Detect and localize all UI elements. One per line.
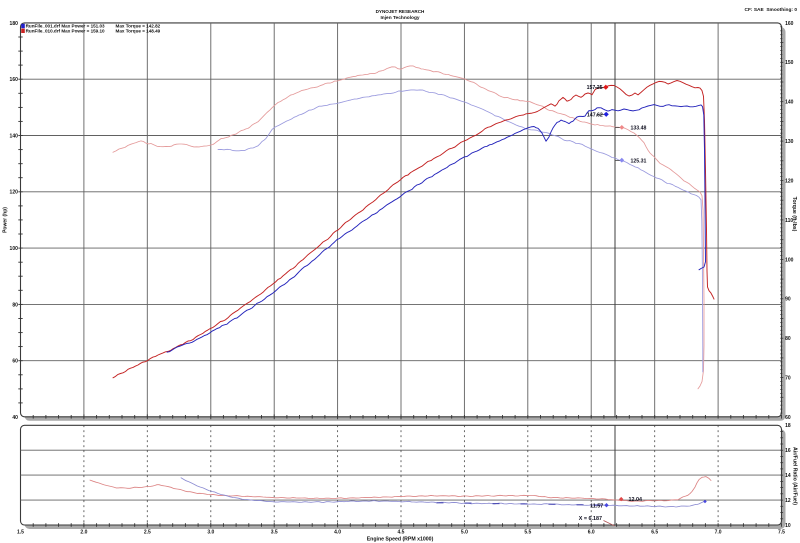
svg-text:RunFile_001.drf Max Power = 15: RunFile_001.drf Max Power = 151.03: [26, 24, 105, 29]
svg-text:14: 14: [785, 473, 791, 479]
svg-text:2.5: 2.5: [144, 530, 151, 536]
svg-text:5.5: 5.5: [524, 530, 531, 536]
svg-text:Injen Technology: Injen Technology: [380, 15, 419, 21]
svg-text:DYNOJET RESEARCH: DYNOJET RESEARCH: [376, 9, 425, 14]
svg-text:120: 120: [785, 178, 794, 184]
svg-text:4.5: 4.5: [398, 530, 405, 536]
svg-text:150: 150: [785, 60, 794, 66]
svg-text:Air/Fuel Ratio (Air/Fuel): Air/Fuel Ratio (Air/Fuel): [792, 447, 798, 505]
svg-text:6.0: 6.0: [588, 530, 595, 536]
svg-text:60: 60: [12, 359, 18, 365]
svg-text:3.5: 3.5: [271, 530, 278, 536]
svg-text:Power (hp): Power (hp): [3, 207, 9, 233]
svg-text:6.5: 6.5: [651, 530, 658, 536]
svg-text:70: 70: [785, 376, 791, 382]
svg-text:10: 10: [785, 523, 791, 529]
svg-text:60: 60: [785, 415, 791, 421]
svg-text:147.62: 147.62: [587, 112, 603, 118]
svg-text:X = 6.187: X = 6.187: [579, 516, 602, 522]
svg-text:12: 12: [785, 498, 791, 504]
svg-text:157.25: 157.25: [587, 85, 603, 91]
svg-text:80: 80: [785, 336, 791, 342]
svg-text:2.0: 2.0: [80, 530, 87, 536]
svg-text:140: 140: [785, 100, 794, 106]
svg-text:133.48: 133.48: [631, 126, 647, 132]
svg-text:CF: SAE Smoothing: 0: CF: SAE Smoothing: 0: [745, 7, 798, 13]
svg-text:4.0: 4.0: [334, 530, 341, 536]
svg-text:18: 18: [785, 423, 791, 429]
svg-text:11.57: 11.57: [590, 503, 603, 509]
svg-text:180: 180: [10, 21, 19, 27]
svg-text:Torque (ft-lbs): Torque (ft-lbs): [791, 197, 797, 232]
svg-text:160: 160: [785, 21, 794, 27]
svg-text:160: 160: [10, 77, 19, 83]
svg-text:120: 120: [10, 190, 19, 196]
svg-text:5.0: 5.0: [461, 530, 468, 536]
svg-text:Engine Speed (RPM x1000): Engine Speed (RPM x1000): [367, 536, 434, 542]
svg-text:100: 100: [785, 257, 794, 263]
svg-text:Max Torque = 148.49: Max Torque = 148.49: [116, 29, 161, 34]
svg-text:3.0: 3.0: [207, 530, 214, 536]
svg-text:90: 90: [785, 297, 791, 303]
svg-text:40: 40: [12, 415, 18, 421]
svg-text:Max Torque = 142.82: Max Torque = 142.82: [116, 24, 161, 29]
svg-text:140: 140: [10, 133, 19, 139]
svg-text:80: 80: [12, 302, 18, 308]
svg-text:RunFile_010.drf Max Power = 15: RunFile_010.drf Max Power = 159.10: [26, 29, 105, 34]
svg-text:125.31: 125.31: [631, 158, 647, 164]
svg-text:130: 130: [785, 139, 794, 145]
svg-text:100: 100: [10, 246, 19, 252]
svg-text:1.5: 1.5: [17, 530, 24, 536]
svg-text:16: 16: [785, 448, 791, 454]
svg-text:7.5: 7.5: [778, 530, 785, 536]
svg-text:110: 110: [785, 218, 793, 224]
svg-text:7.0: 7.0: [715, 530, 722, 536]
svg-text:12.04: 12.04: [629, 497, 643, 503]
